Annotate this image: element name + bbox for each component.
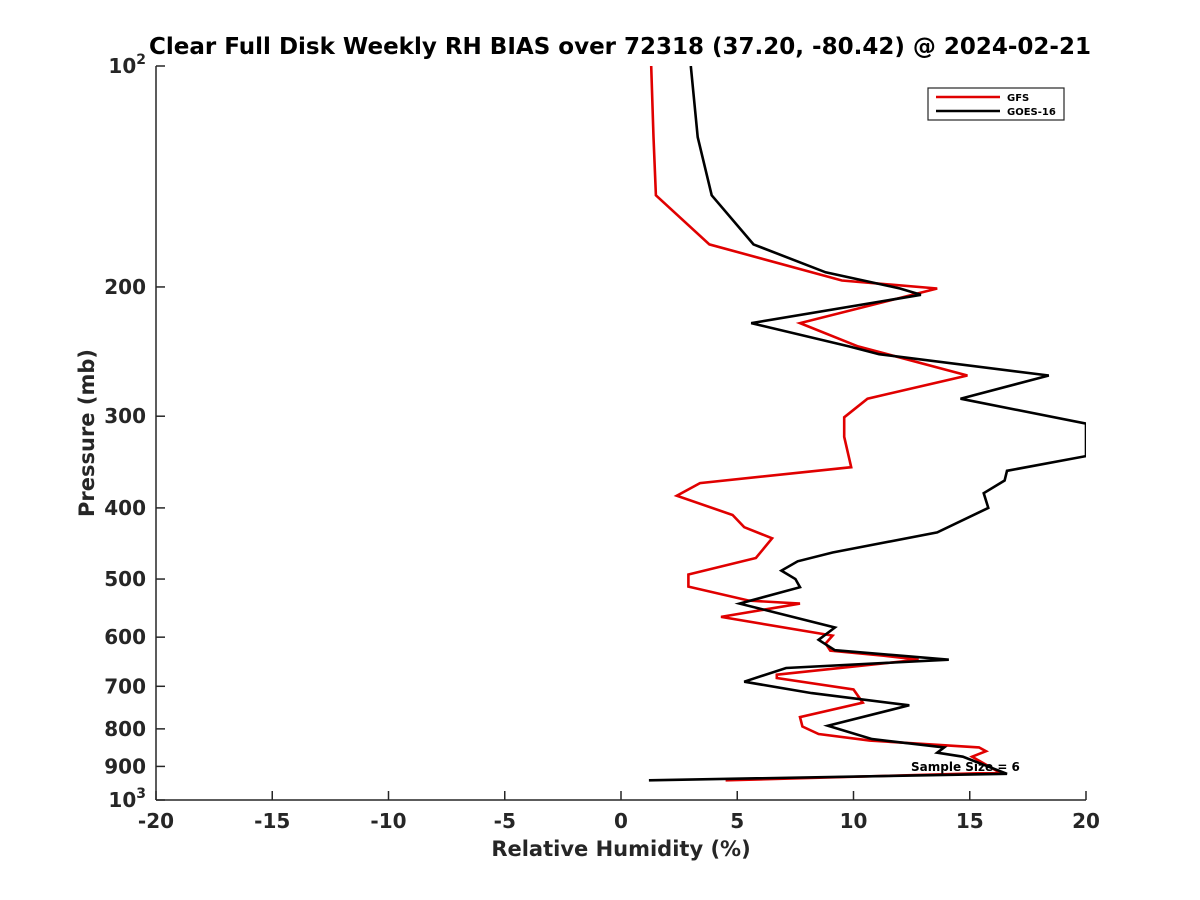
y-tick-label-main: 600: [104, 625, 146, 649]
y-tick-label: 800: [104, 717, 146, 741]
legend-label: GFS: [1007, 93, 1029, 104]
y-tick-exponent: 3: [136, 786, 146, 802]
x-ticks: -20 -15 -10 -5 0 5 10 15 20: [138, 791, 1100, 833]
legend-label: GOES-16: [1007, 107, 1056, 118]
x-tick-label: 5: [730, 809, 744, 833]
chart-title: Clear Full Disk Weekly RH BIAS over 7231…: [149, 34, 1091, 60]
sample-size-annotation: Sample Size = 6: [911, 760, 1020, 774]
y-tick-label-main: 500: [104, 567, 146, 591]
y-tick-label-main: 700: [104, 674, 146, 698]
y-axis-label: Pressure (mb): [75, 349, 99, 517]
legend: GFS GOES-16: [927, 87, 1065, 121]
series-line-gfs: [649, 66, 1005, 782]
y-tick-label: 400: [104, 496, 146, 520]
x-axis-label: Relative Humidity (%): [491, 837, 750, 861]
x-tick-label: -10: [370, 809, 406, 833]
y-tick-label: 200: [104, 275, 146, 299]
y-tick-label-main: 10: [108, 54, 136, 78]
y-tick-label: 600: [104, 625, 146, 649]
y-tick-label: 900: [104, 754, 146, 778]
y-tick-label: 500: [104, 567, 146, 591]
x-tick-label: -20: [138, 809, 174, 833]
y-tick-label-main: 400: [104, 496, 146, 520]
y-tick-label: 102: [108, 52, 146, 78]
y-tick-label: 103: [108, 786, 146, 812]
x-tick-label: -15: [254, 809, 290, 833]
x-tick-label: 0: [614, 809, 628, 833]
y-tick-label-main: 800: [104, 717, 146, 741]
series-line-goes-16: [648, 66, 1086, 782]
series-lines: [648, 66, 1086, 782]
x-tick-label: 20: [1072, 809, 1100, 833]
legend-box: [927, 87, 1065, 121]
y-tick-label-main: 200: [104, 275, 146, 299]
x-tick-label: -5: [494, 809, 516, 833]
x-tick-label: 10: [840, 809, 868, 833]
y-tick-label: 700: [104, 674, 146, 698]
y-tick-label-main: 10: [108, 788, 136, 812]
y-tick-label-main: 300: [104, 404, 146, 428]
x-tick-label: 15: [956, 809, 984, 833]
y-tick-exponent: 2: [136, 52, 146, 68]
plot-area: [155, 66, 1086, 801]
y-tick-label: 300: [104, 404, 146, 428]
y-tick-label-main: 900: [104, 754, 146, 778]
